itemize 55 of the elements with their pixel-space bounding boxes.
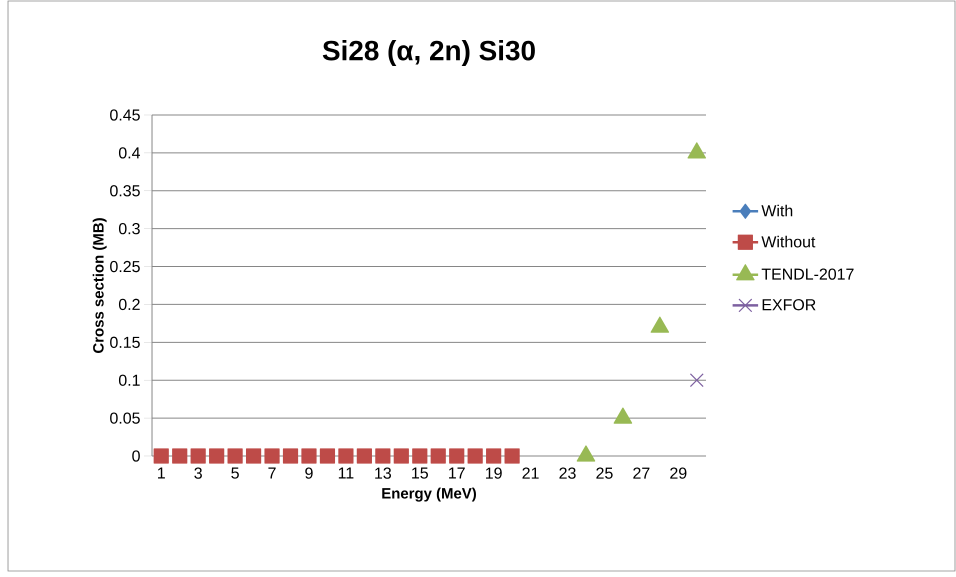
x-tick-label: 27	[633, 468, 650, 479]
point	[688, 142, 706, 158]
y-tick-label: 0.3	[118, 223, 140, 234]
point	[504, 448, 520, 464]
y-axis-title: Cross section (MB)	[92, 218, 107, 353]
x-tick-label: 25	[596, 468, 613, 479]
x-axis-title: Energy (MeV)	[382, 488, 476, 502]
point	[394, 448, 409, 464]
y-tick-label: 0.1	[118, 374, 140, 386]
point	[375, 448, 390, 464]
x-tick-label: 9	[305, 468, 313, 479]
legend-label: EXFOR	[762, 299, 816, 310]
x-tick-label: 5	[231, 468, 239, 479]
point	[301, 448, 317, 464]
x-tick-label: 29	[670, 468, 686, 479]
y-tick-label: 0	[132, 450, 140, 462]
point	[449, 448, 464, 464]
x-tick-label: 13	[375, 468, 391, 479]
x-tick-label: 23	[559, 468, 576, 479]
point	[282, 448, 298, 464]
y-tick-label: 0.15	[110, 336, 140, 348]
legend-label: With	[761, 204, 792, 216]
y-tick-label: 0.4	[118, 147, 140, 159]
point	[246, 448, 262, 464]
x-tick-label: 17	[449, 468, 465, 478]
x-tick-label: 11	[338, 468, 354, 478]
point	[486, 448, 502, 464]
x-tick-label: 19	[486, 468, 502, 479]
point	[468, 448, 483, 464]
y-tick-label: 0.2	[118, 298, 140, 310]
point	[412, 448, 428, 464]
point	[690, 373, 704, 388]
point	[228, 448, 243, 464]
y-tick-label: 0.05	[110, 412, 140, 424]
point	[356, 448, 372, 464]
x-tick-label: 7	[268, 468, 276, 478]
point	[190, 448, 206, 464]
point	[338, 448, 354, 464]
point	[264, 448, 280, 464]
y-tick-label: 0.45	[110, 109, 140, 121]
point	[650, 316, 670, 333]
point	[430, 448, 446, 464]
y-tick-label: 0.35	[110, 185, 140, 196]
legend-label: TENDL-2017	[762, 268, 854, 280]
y-tick-label: 0.25	[110, 260, 140, 272]
point	[320, 448, 336, 464]
x-tick-label: 15	[412, 468, 428, 479]
point	[172, 448, 188, 464]
point	[154, 448, 169, 464]
chart-title: Si28 (α, 2n) Si30	[322, 40, 535, 66]
x-tick-label: 1	[158, 468, 165, 478]
point	[209, 448, 224, 464]
legend-label: Without	[761, 236, 816, 248]
x-tick-label: 21	[522, 468, 539, 479]
x-tick-label: 3	[194, 468, 202, 479]
